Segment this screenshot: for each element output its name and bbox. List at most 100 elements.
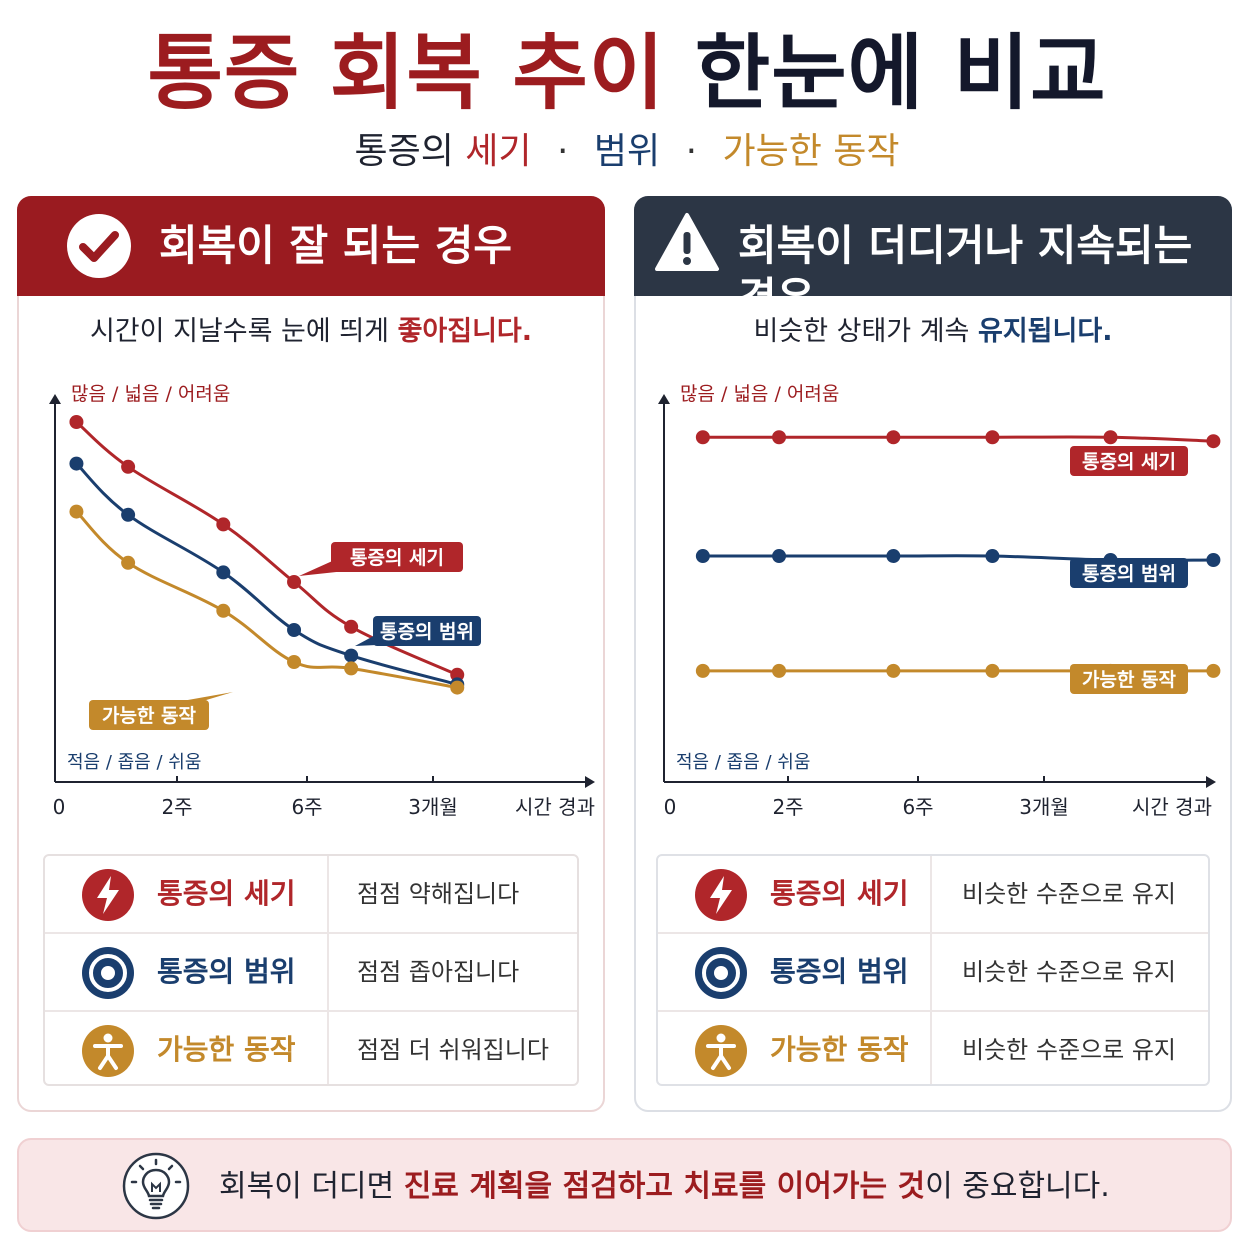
- y-axis-arrow: [49, 394, 61, 404]
- table-divider: [930, 856, 932, 1084]
- series-tag: [373, 616, 481, 646]
- data-point: [1103, 430, 1118, 445]
- subtitle-intensity: 세기: [465, 131, 532, 172]
- data-point: [344, 648, 359, 663]
- data-point: [772, 663, 787, 678]
- x-tick-label: 3개월: [408, 795, 458, 819]
- legend-desc: 점점 좁아집니다: [357, 958, 520, 986]
- series-tag-label: 통증의 범위: [380, 621, 474, 643]
- panel-subtitle-highlight: 좋아집니다.: [397, 316, 533, 347]
- panel-title: 회복이 잘 되는 경우: [159, 221, 512, 270]
- table-divider: [327, 856, 329, 1084]
- legend-name: 통증의 범위: [157, 955, 296, 988]
- data-point: [121, 555, 136, 570]
- data-point: [772, 430, 787, 445]
- series-tag-label: 통증의 세기: [1082, 451, 1176, 473]
- series-tag: [1070, 558, 1188, 588]
- lightbulb-icon: [122, 1152, 190, 1220]
- legend-row-range: 통증의 범위 점점 좁아집니다: [45, 932, 577, 1008]
- series-tag: [89, 700, 209, 730]
- data-point: [695, 663, 710, 678]
- data-point: [1206, 663, 1221, 678]
- data-point: [886, 549, 901, 564]
- y-axis-top-label: 많음 / 넓음 / 어려움: [680, 383, 839, 405]
- page-subtitle: 통증의 세기 · 범위 · 가능한 동작: [0, 128, 1254, 176]
- data-point: [121, 459, 136, 474]
- subtitle-ability: 가능한 동작: [722, 131, 900, 172]
- x-tick-label: 3개월: [1019, 795, 1069, 819]
- panel-subtitle-text: 시간이 지날수록 눈에 띄게: [89, 316, 389, 347]
- x-tick-label: 6주: [291, 795, 322, 819]
- target-icon: [695, 947, 747, 999]
- data-point: [69, 415, 84, 429]
- data-point: [1206, 553, 1221, 567]
- panel-title: 회복이 더디거나 지속되는 경우: [738, 221, 1193, 322]
- legend-name: 가능한 동작: [770, 1033, 909, 1066]
- series-tag: [331, 542, 463, 572]
- y-axis-bottom-label: 적음 / 좁음 / 쉬움: [67, 752, 201, 773]
- legend-row-ability: 가능한 동작 비슷한 수준으로 유지: [658, 1010, 1208, 1086]
- subtitle-sep: ·: [556, 131, 569, 172]
- person-icon: [695, 1025, 747, 1077]
- x-tick-label: 2주: [772, 795, 803, 819]
- tip-banner: 회복이 더디면 진료 계획을 점검하고 치료를 이어가는 것이 중요합니다.: [17, 1138, 1232, 1232]
- tip-emphasis: 진료 계획을 점검하고 치료를 이어가는 것: [403, 1169, 926, 1204]
- legend-desc: 비슷한 수준으로 유지: [962, 958, 1176, 986]
- series-tag-label: 가능한 동작: [1082, 669, 1177, 691]
- series-tag-label: 통증의 범위: [1082, 563, 1176, 585]
- y-axis-bottom-label: 적음 / 좁음 / 쉬움: [676, 752, 810, 773]
- legend-name: 통증의 세기: [770, 877, 909, 910]
- panel-subtitle-text: 비슷한 상태가 계속: [753, 316, 970, 347]
- legend-desc: 비슷한 수준으로 유지: [962, 880, 1176, 908]
- subtitle-range: 범위: [593, 131, 661, 172]
- data-point: [772, 549, 787, 564]
- panel-header: 회복이 더디거나 지속되는 경우: [634, 196, 1232, 322]
- series-tag-label: 가능한 동작: [102, 705, 197, 727]
- data-point: [216, 517, 231, 532]
- x-tick-label: 시간 경과: [1132, 795, 1212, 819]
- data-point: [886, 430, 901, 445]
- lightning-icon: [695, 869, 747, 921]
- check-circle-icon: [67, 214, 131, 278]
- subtitle-prefix: 통증의: [354, 131, 454, 172]
- panel-subtitle: 시간이 지날수록 눈에 띄게 좋아집니다.: [19, 314, 603, 350]
- legend-name: 통증의 범위: [770, 955, 909, 988]
- series-tag: [1070, 446, 1188, 476]
- warning-triangle-icon: [655, 213, 719, 271]
- tip-suffix: 이 중요합니다.: [925, 1169, 1110, 1204]
- target-icon: [82, 947, 134, 999]
- x-tick-label: 6주: [902, 795, 933, 819]
- title-rest: 한눈에 비교: [694, 26, 1107, 121]
- data-point: [985, 430, 1000, 445]
- panel-header: 회복이 잘 되는 경우: [17, 196, 605, 296]
- data-point: [121, 507, 136, 522]
- data-point: [985, 549, 1000, 564]
- data-point: [985, 663, 1000, 678]
- data-point: [216, 565, 231, 580]
- series-tag: [1070, 664, 1188, 694]
- x-axis-arrow: [1206, 776, 1216, 788]
- data-point: [287, 655, 302, 669]
- legend-desc: 비슷한 수준으로 유지: [962, 1036, 1176, 1064]
- lightning-icon: [82, 869, 134, 921]
- page-title: 통증 회복 추이 한눈에 비교: [0, 24, 1254, 124]
- legend-table: 통증의 세기 비슷한 수준으로 유지 통증의 범위 비슷한 수준으로 유지 가능…: [656, 854, 1210, 1086]
- data-point: [344, 619, 359, 634]
- legend-table: 통증의 세기 점점 약해집니다 통증의 범위 점점 좁아집니다 가능한 동작 점…: [43, 854, 579, 1086]
- x-tick-label: 2주: [161, 795, 192, 819]
- data-point: [695, 549, 710, 564]
- legend-desc: 점점 약해집니다: [357, 880, 520, 908]
- x-axis-arrow: [585, 776, 595, 788]
- legend-row-intensity: 통증의 세기 비슷한 수준으로 유지: [658, 856, 1208, 932]
- legend-name: 가능한 동작: [157, 1033, 296, 1066]
- legend-desc: 점점 더 쉬워집니다: [357, 1036, 549, 1064]
- panel-slow-recovery: 회복이 더디거나 지속되는 경우 비슷한 상태가 계속 유지됩니다. 많음 / …: [634, 196, 1232, 1112]
- legend-row-intensity: 통증의 세기 점점 약해집니다: [45, 856, 577, 932]
- panel-subtitle: 비슷한 상태가 계속 유지됩니다.: [636, 314, 1230, 350]
- data-point: [69, 504, 84, 519]
- data-point: [287, 575, 302, 589]
- x-tick-label: 0: [664, 795, 677, 819]
- data-point: [450, 680, 465, 695]
